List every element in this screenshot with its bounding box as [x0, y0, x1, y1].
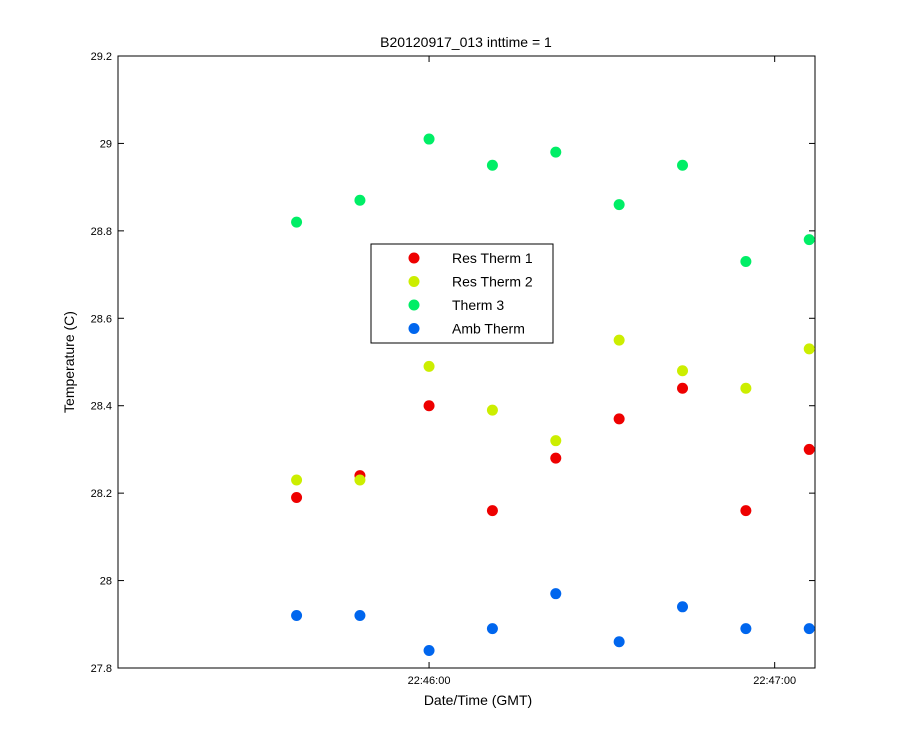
y-tick-label: 28.2	[91, 488, 112, 500]
data-point	[486, 505, 498, 517]
data-point	[423, 645, 435, 657]
data-point	[677, 601, 689, 613]
data-point	[486, 159, 498, 171]
data-point	[803, 234, 815, 246]
data-point	[613, 199, 625, 211]
data-point	[354, 474, 366, 486]
legend-label: Therm 3	[452, 297, 504, 313]
legend-marker	[408, 323, 420, 334]
data-point	[613, 334, 625, 346]
data-point	[291, 216, 303, 228]
legend-marker	[408, 276, 420, 287]
x-tick-label: 22:46:00	[408, 675, 451, 687]
data-point	[613, 636, 625, 648]
data-point	[486, 404, 498, 416]
data-point	[354, 610, 366, 622]
x-tick-label: 22:47:00	[753, 675, 796, 687]
data-point	[291, 610, 303, 622]
data-point	[291, 492, 303, 504]
data-point	[740, 505, 752, 517]
legend: Res Therm 1 Res Therm 2 Therm 3 Amb Therm	[370, 243, 554, 344]
y-tick-label: 28.8	[91, 226, 112, 238]
legend-marker	[408, 252, 420, 264]
y-tick-label: 28	[100, 576, 112, 588]
data-point	[550, 435, 562, 447]
data-point	[291, 474, 303, 486]
plot-frame	[117, 55, 816, 669]
axis-ticks: 27.8 28 28.2 28.4 28.6 28.8 29 29.2 22:46:00 22:4…	[91, 51, 815, 687]
data-point	[486, 623, 498, 635]
legend-label: Res Therm 2	[452, 274, 533, 290]
data-point	[803, 623, 815, 635]
data-point	[423, 400, 435, 412]
data-point	[740, 623, 752, 635]
data-point	[740, 255, 752, 267]
legend-marker	[408, 299, 420, 311]
data-point	[740, 382, 752, 394]
data-point	[423, 360, 435, 372]
chart-title: B20120917_013 inttime = 1	[380, 34, 552, 50]
data-point	[550, 588, 562, 600]
data-point	[613, 413, 625, 425]
legend-label: Res Therm 1	[452, 250, 533, 266]
y-axis-label: Temperature (C)	[61, 311, 77, 413]
data-point	[677, 382, 689, 394]
data-point	[423, 133, 435, 145]
data-point	[803, 443, 815, 455]
y-tick-label: 28.4	[91, 401, 112, 413]
legend-box	[370, 243, 554, 344]
data-point	[677, 365, 689, 377]
y-tick-label: 28.6	[91, 313, 112, 325]
data-points	[291, 133, 815, 657]
data-point	[803, 343, 815, 355]
y-tick-label: 29	[100, 138, 112, 150]
data-point	[550, 146, 562, 158]
x-axis-label: Date/Time (GMT)	[424, 692, 532, 708]
y-tick-label: 29.2	[91, 51, 112, 63]
data-point	[677, 159, 689, 171]
y-tick-label: 27.8	[91, 663, 112, 675]
legend-label: Amb Therm	[452, 321, 525, 337]
data-point	[354, 194, 366, 206]
data-point	[550, 452, 562, 464]
